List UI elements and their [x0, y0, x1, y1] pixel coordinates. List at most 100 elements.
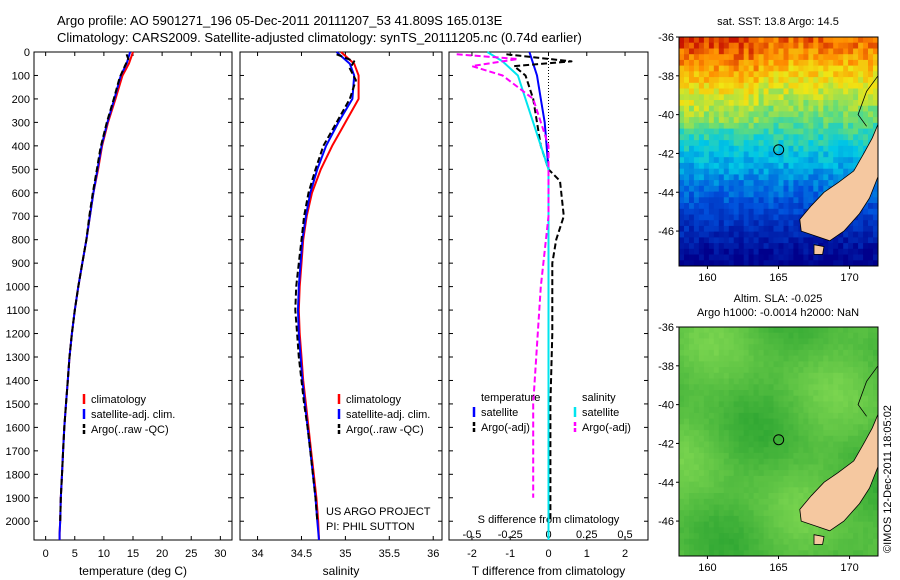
map-cell [703, 151, 710, 158]
map-cell [763, 464, 770, 471]
map-cell [773, 140, 779, 147]
map-cell [818, 48, 824, 55]
map-cell [793, 157, 799, 164]
map-cell [684, 464, 690, 471]
map-cell [793, 88, 799, 95]
map-cell [853, 162, 859, 170]
map-cell [689, 128, 695, 135]
map-cell [679, 332, 685, 339]
map-cell [798, 237, 804, 244]
map-cell [763, 191, 770, 198]
map-cell [813, 412, 819, 420]
map-cell [768, 174, 774, 181]
map-cell [758, 401, 765, 408]
map-cell [723, 372, 730, 379]
map-cell [738, 77, 745, 84]
map-cell [783, 344, 789, 351]
map-cell [778, 151, 784, 158]
map-cell [868, 214, 874, 221]
axes-frame [239, 51, 443, 541]
map-cell [853, 401, 859, 408]
map-cell [763, 470, 770, 477]
map-cell [708, 338, 715, 345]
map-cell [698, 361, 705, 368]
map-cell [798, 77, 804, 84]
map-cell [863, 412, 869, 420]
map-cell [788, 157, 794, 164]
x-tick-label: 34 [251, 548, 263, 560]
map-cell [723, 162, 730, 170]
map-cell [783, 65, 789, 72]
map-cell [808, 527, 814, 534]
map-cell [748, 248, 755, 255]
map-cell [684, 260, 690, 267]
map-cell [763, 361, 770, 368]
map-cell [768, 361, 774, 368]
map-cell [858, 412, 864, 420]
map-cell [783, 504, 789, 511]
map-cell [738, 464, 745, 471]
map-cell [738, 225, 745, 233]
map-cell [813, 407, 819, 414]
map-cell [753, 349, 760, 357]
map-cell [733, 94, 740, 101]
map-cell [823, 117, 829, 124]
map-cell [738, 260, 745, 267]
map-cell [708, 521, 715, 528]
map-cell [788, 100, 794, 107]
map-cell [693, 71, 700, 78]
map-cell [679, 384, 685, 391]
map-cell [783, 157, 789, 164]
map-cell [743, 332, 750, 339]
map-cell [813, 77, 819, 84]
map-cell [753, 54, 760, 61]
y-tick-label: -44 [658, 187, 674, 199]
map-cell [679, 88, 685, 95]
map-cell [713, 533, 720, 540]
map-cell [713, 361, 720, 368]
map-cell [843, 458, 849, 465]
map-cell [823, 162, 829, 170]
map-cell [768, 447, 774, 454]
map-cell [798, 384, 804, 391]
map-cell [863, 367, 869, 374]
map-cell [718, 82, 725, 89]
map-cell [693, 94, 700, 101]
map-cell [708, 248, 715, 255]
map-cell [723, 117, 730, 124]
map-cell [708, 65, 715, 72]
map-cell [679, 180, 685, 187]
map-cell [758, 59, 765, 67]
map-cell [753, 430, 760, 437]
map-cell [868, 225, 874, 233]
map-cell [803, 111, 809, 118]
map-cell [833, 378, 839, 385]
map-cell [689, 395, 695, 402]
map-cell [723, 435, 730, 442]
map-cell [808, 395, 814, 402]
map-cell [803, 435, 809, 442]
map-cell [743, 185, 750, 192]
map-cell [713, 105, 720, 112]
map-cell [838, 349, 844, 357]
map-cell [713, 180, 720, 187]
map-cell [698, 37, 705, 44]
map-cell [693, 407, 700, 414]
map-cell [728, 533, 735, 540]
map-cell [833, 338, 839, 345]
map-cell [708, 384, 715, 391]
map-cell [763, 157, 770, 164]
map-cell [778, 521, 784, 528]
map-cell [788, 384, 794, 391]
map-cell [738, 71, 745, 78]
map-cell [873, 260, 879, 267]
map-cell [698, 384, 705, 391]
map-cell [718, 533, 725, 540]
map-cell [823, 435, 829, 442]
map-cell [833, 117, 839, 124]
map-cell [698, 180, 705, 187]
map-cell [873, 384, 879, 391]
map-cell [713, 48, 720, 55]
map-cell [873, 105, 879, 112]
map-cell [813, 338, 819, 345]
